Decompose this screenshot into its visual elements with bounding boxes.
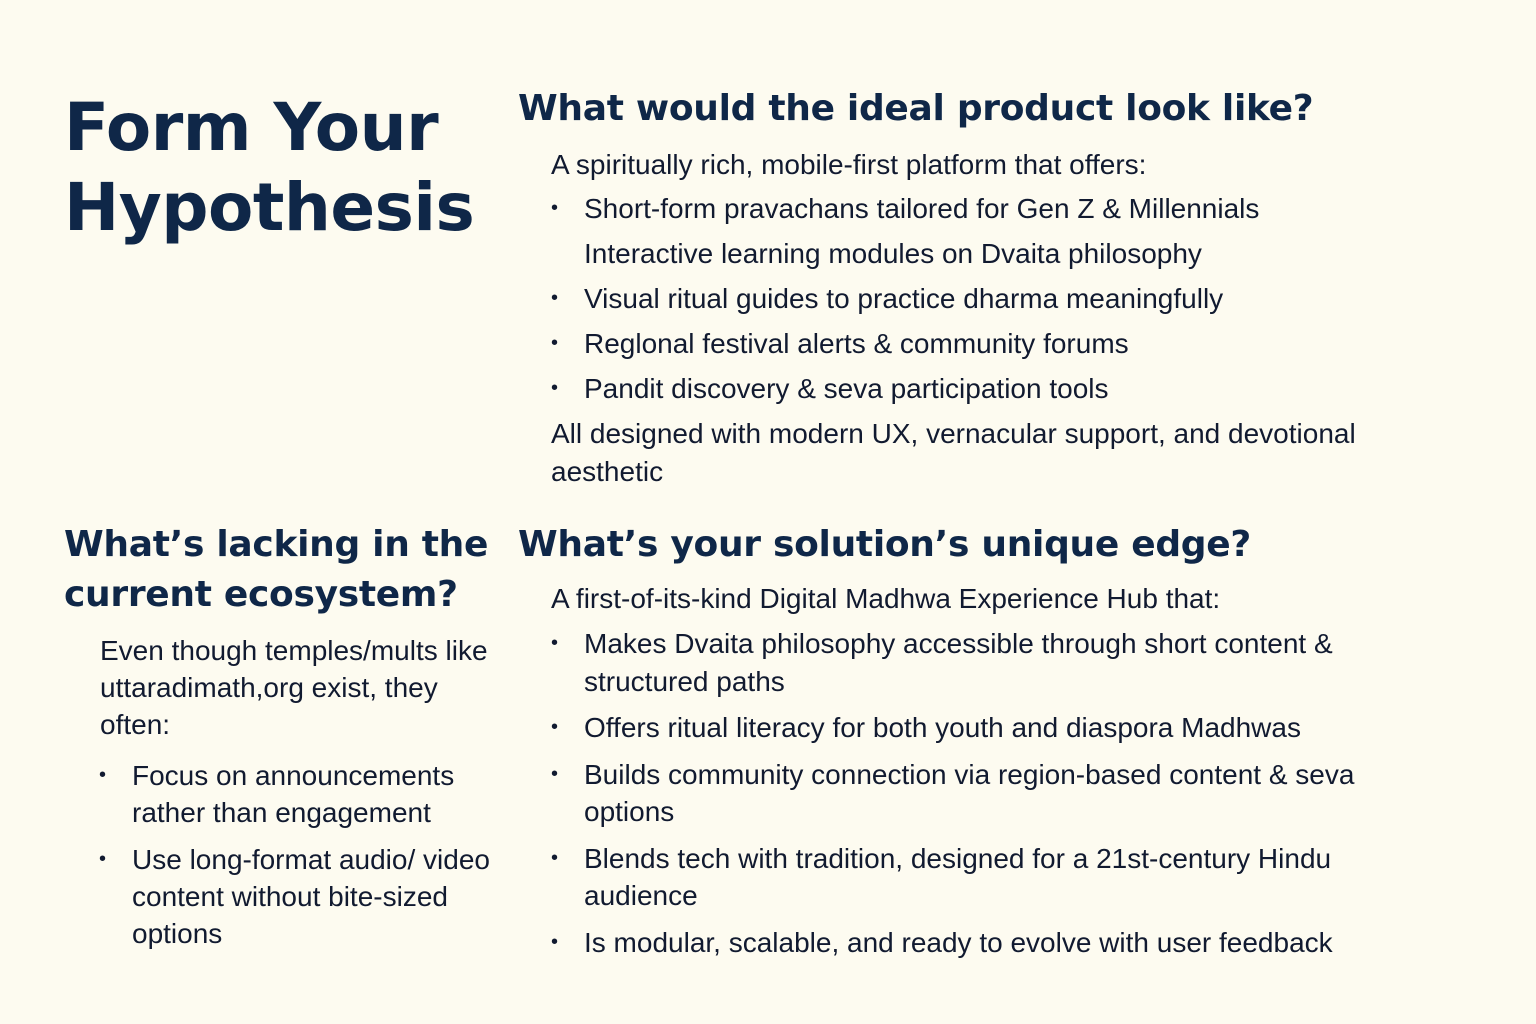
lacking-heading: What’s lacking in the current ecosystem?	[64, 524, 489, 615]
list-item-text: Builds community connection via region-b…	[584, 758, 1355, 828]
list-item: • Short-form pravachans tailored for Gen …	[551, 190, 1478, 227]
bullet-icon: •	[551, 377, 559, 399]
page-title: Form Your Hypothesis	[64, 89, 475, 246]
list-item-text: Makes Dvaita philosophy accessible throu…	[584, 628, 1333, 697]
lacking-intro: Even though temples/mults like uttaradim…	[100, 635, 488, 740]
list-item: • Use long-format audio/ video content wi…	[99, 841, 504, 952]
ideal-product-outro: All designed with modern UX, vernacular …	[551, 418, 1356, 487]
unique-edge-section: What’s your solution’s unique edge? A fi…	[518, 520, 1478, 970]
list-item-text: Interactive learning modules on Dvaita p…	[584, 238, 1202, 269]
list-item: Interactive learning modules on Dvaita p…	[584, 235, 1478, 272]
list-item: • Makes Dvaita philosophy accessible thro…	[551, 625, 1414, 700]
list-item: • Builds community connection via region-…	[551, 756, 1414, 831]
bullet-icon: •	[551, 930, 559, 953]
ideal-product-heading: What would the ideal product look like?	[518, 88, 1314, 129]
bullet-icon: •	[551, 332, 559, 354]
lacking-section: What’s lacking in the current ecosystem?…	[64, 520, 504, 962]
bullet-icon: •	[551, 762, 559, 785]
bullet-icon: •	[99, 848, 107, 870]
list-item: • Visual ritual guides to practice dharma…	[551, 280, 1478, 317]
lacking-list: • Focus on announcements rather than enga…	[99, 757, 504, 952]
list-item: • Blends tech with tradition, designed fo…	[551, 840, 1414, 915]
list-item-text: Focus on announcements rather than engag…	[132, 760, 455, 828]
bullet-icon: •	[551, 287, 559, 309]
ideal-product-section: What would the ideal product look like? …	[518, 86, 1478, 491]
list-item: • Offers ritual literacy for both youth a…	[551, 709, 1414, 747]
bullet-icon: •	[99, 764, 107, 786]
unique-edge-list: • Makes Dvaita philosophy accessible thro…	[551, 625, 1414, 962]
unique-edge-heading: What’s your solution’s unique edge?	[518, 524, 1251, 565]
list-item-text: Pandit discovery & seva participation to…	[584, 373, 1109, 404]
bullet-icon: •	[551, 716, 559, 738]
unique-edge-intro: A first-of-its-kind Digital Madhwa Exper…	[551, 583, 1221, 614]
bullet-icon: •	[551, 197, 559, 219]
list-item: • Focus on announcements rather than enga…	[99, 757, 504, 831]
list-item-text: Use long-format audio/ video content wit…	[132, 844, 490, 949]
list-item-text: Is modular, scalable, and ready to evolv…	[584, 926, 1333, 958]
list-item-text: Visual ritual guides to practice dharma …	[584, 283, 1224, 314]
list-item-text: Offers ritual literacy for both youth an…	[584, 712, 1301, 743]
bullet-icon: •	[551, 846, 559, 869]
list-item: • Reglonal festival alerts & community fo…	[551, 325, 1478, 362]
ideal-product-list: • Short-form pravachans tailored for Gen …	[551, 190, 1478, 407]
list-item-text: Blends tech with tradition, designed for…	[584, 842, 1332, 912]
ideal-product-intro: A spiritually rich, mobile-first platfor…	[551, 149, 1147, 180]
list-item: • Is modular, scalable, and ready to evol…	[551, 924, 1414, 962]
list-item-text: Short-form pravachans tailored for Gen Z…	[584, 193, 1260, 224]
bullet-icon: •	[551, 632, 559, 654]
list-item: • Pandit discovery & seva participation t…	[551, 370, 1478, 407]
list-item-text: Reglonal festival alerts & community for…	[584, 328, 1129, 359]
